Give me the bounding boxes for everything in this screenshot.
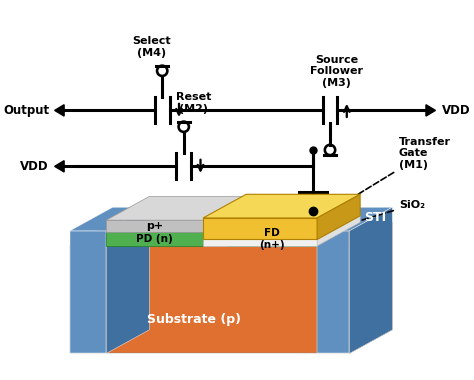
Polygon shape: [203, 216, 360, 239]
Polygon shape: [426, 105, 436, 116]
Polygon shape: [317, 207, 392, 231]
Polygon shape: [203, 239, 317, 246]
Polygon shape: [317, 231, 349, 353]
Polygon shape: [106, 232, 203, 246]
Text: Reset
(M2): Reset (M2): [175, 92, 211, 114]
Polygon shape: [349, 222, 392, 353]
Text: Transfer
Gate
(M1): Transfer Gate (M1): [343, 137, 451, 204]
Polygon shape: [317, 216, 360, 246]
Text: Output: Output: [3, 104, 49, 117]
Polygon shape: [55, 161, 64, 172]
Polygon shape: [227, 232, 317, 246]
Polygon shape: [55, 105, 64, 116]
Polygon shape: [70, 222, 392, 246]
Polygon shape: [106, 196, 246, 220]
Text: Source
Follower
(M3): Source Follower (M3): [310, 55, 363, 88]
Polygon shape: [203, 218, 317, 239]
Text: SiO₂: SiO₂: [345, 200, 425, 226]
Text: VDD: VDD: [20, 160, 49, 173]
Text: Select
(M4): Select (M4): [132, 36, 171, 58]
Polygon shape: [70, 246, 349, 353]
Polygon shape: [203, 194, 360, 218]
Text: Substrate (p): Substrate (p): [147, 313, 241, 326]
Text: p+: p+: [146, 221, 163, 231]
Text: STI: STI: [364, 211, 386, 224]
Polygon shape: [70, 207, 149, 231]
Polygon shape: [349, 207, 392, 353]
Text: PD (n): PD (n): [137, 234, 173, 244]
Polygon shape: [317, 194, 360, 239]
Text: VDD: VDD: [442, 104, 471, 117]
Text: FD
(n+): FD (n+): [259, 228, 285, 250]
Polygon shape: [106, 207, 149, 353]
Polygon shape: [106, 220, 203, 232]
Polygon shape: [70, 231, 106, 353]
